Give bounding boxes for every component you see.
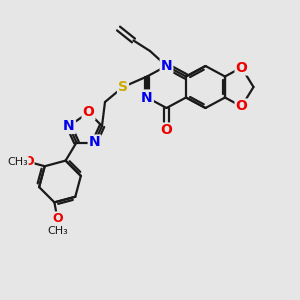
Text: O: O [52,212,63,225]
Text: O: O [82,106,94,119]
Text: N: N [63,119,75,133]
Text: O: O [160,124,172,137]
Text: O: O [236,61,247,74]
Text: N: N [89,136,100,149]
Text: S: S [118,80,128,94]
Text: CH₃: CH₃ [47,226,68,236]
Text: O: O [23,155,34,168]
Text: O: O [236,100,247,113]
Text: CH₃: CH₃ [8,157,28,167]
Text: N: N [161,59,172,73]
Text: N: N [141,91,153,104]
